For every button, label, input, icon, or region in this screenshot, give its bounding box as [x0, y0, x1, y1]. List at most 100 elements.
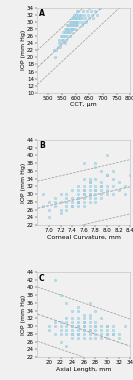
Point — [71, 327, 73, 333]
Point — [106, 335, 108, 341]
Point — [82, 8, 84, 14]
Point — [83, 191, 85, 197]
Point — [77, 187, 79, 193]
Point — [100, 331, 102, 337]
Point — [105, 0, 107, 3]
Point — [65, 29, 67, 35]
Point — [89, 300, 91, 306]
Point — [106, 183, 108, 189]
Point — [59, 206, 62, 212]
Point — [100, 168, 102, 174]
Point — [71, 15, 73, 21]
Point — [83, 323, 85, 329]
Point — [71, 335, 73, 341]
Point — [94, 183, 97, 189]
Point — [106, 191, 108, 197]
Point — [94, 323, 96, 329]
Point — [59, 191, 62, 197]
Point — [71, 26, 73, 32]
Point — [100, 195, 102, 201]
Point — [65, 203, 67, 209]
Point — [100, 187, 102, 193]
Point — [83, 183, 85, 189]
Point — [94, 164, 97, 170]
Point — [67, 22, 69, 28]
Point — [65, 315, 67, 321]
Point — [64, 26, 66, 32]
Point — [70, 29, 72, 35]
Point — [89, 179, 91, 185]
Point — [89, 323, 91, 329]
Point — [75, 15, 77, 21]
Point — [68, 29, 70, 35]
Point — [64, 40, 66, 46]
Point — [77, 195, 79, 201]
Point — [83, 176, 85, 182]
Point — [100, 183, 102, 189]
Point — [106, 331, 108, 337]
Point — [75, 19, 77, 25]
Point — [71, 331, 73, 337]
Point — [94, 8, 96, 14]
Point — [71, 187, 73, 193]
Point — [59, 331, 62, 337]
Point — [62, 36, 64, 43]
Point — [59, 339, 62, 345]
Point — [53, 47, 55, 53]
Point — [112, 331, 114, 337]
Text: B: B — [39, 141, 45, 150]
Point — [66, 33, 68, 39]
Point — [94, 199, 97, 205]
X-axis label: CCT, μm: CCT, μm — [70, 103, 97, 108]
Point — [112, 327, 114, 333]
Point — [89, 199, 91, 205]
Point — [55, 47, 57, 53]
Point — [77, 327, 79, 333]
Point — [65, 323, 67, 329]
Point — [77, 12, 79, 18]
Point — [61, 36, 63, 43]
Point — [54, 277, 56, 283]
Point — [66, 26, 68, 32]
Point — [69, 33, 71, 39]
Point — [106, 323, 108, 329]
Point — [48, 323, 50, 329]
Point — [70, 22, 72, 28]
Point — [70, 26, 72, 32]
Point — [91, 12, 93, 18]
Point — [86, 8, 88, 14]
Point — [83, 327, 85, 333]
Point — [59, 319, 62, 325]
Point — [77, 199, 79, 205]
Point — [74, 26, 76, 32]
X-axis label: Corneal Curvature, mm: Corneal Curvature, mm — [47, 234, 121, 240]
Point — [74, 15, 76, 21]
Point — [79, 19, 82, 25]
Point — [77, 8, 79, 14]
Point — [89, 312, 91, 318]
Point — [94, 195, 97, 201]
Point — [67, 29, 69, 35]
Point — [71, 203, 73, 209]
Point — [58, 40, 60, 46]
Point — [71, 308, 73, 314]
Point — [66, 22, 68, 28]
Y-axis label: IOP (mm Hg): IOP (mm Hg) — [21, 162, 26, 203]
Point — [70, 19, 72, 25]
Point — [83, 323, 85, 329]
Point — [48, 327, 50, 333]
Point — [94, 327, 96, 333]
Point — [42, 203, 44, 209]
Point — [71, 195, 73, 201]
Point — [65, 36, 67, 43]
Point — [83, 319, 85, 325]
Point — [112, 176, 114, 182]
Point — [94, 335, 96, 341]
Point — [123, 183, 126, 189]
Point — [94, 191, 97, 197]
Point — [83, 191, 85, 197]
Point — [83, 195, 85, 201]
Point — [81, 15, 84, 21]
Point — [62, 29, 64, 35]
Point — [106, 152, 108, 158]
